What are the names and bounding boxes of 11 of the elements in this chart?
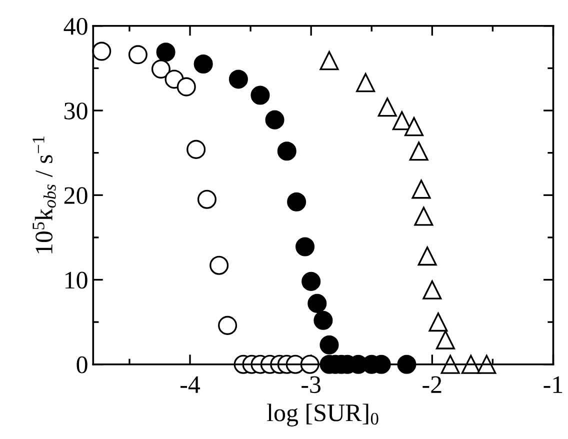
x-tick-label: -1 xyxy=(544,376,562,393)
x-tick-label: -4 xyxy=(180,376,200,393)
y-tick-label: 30 xyxy=(64,102,88,120)
y-tick-label: 20 xyxy=(64,187,88,204)
x-tick-label: -2 xyxy=(422,376,442,393)
y-tick-label: 10 xyxy=(65,272,88,289)
y-axis-title: 10$^{5}$k$_{obs}$ / s$^{−1}$ xyxy=(32,136,56,254)
x-tick-label: -3 xyxy=(302,376,321,394)
x-axis-title: log [SUR]$_{0}$ xyxy=(267,404,378,426)
y-tick-label: 40 xyxy=(64,18,88,35)
y-tick-label: 0 xyxy=(76,356,88,374)
